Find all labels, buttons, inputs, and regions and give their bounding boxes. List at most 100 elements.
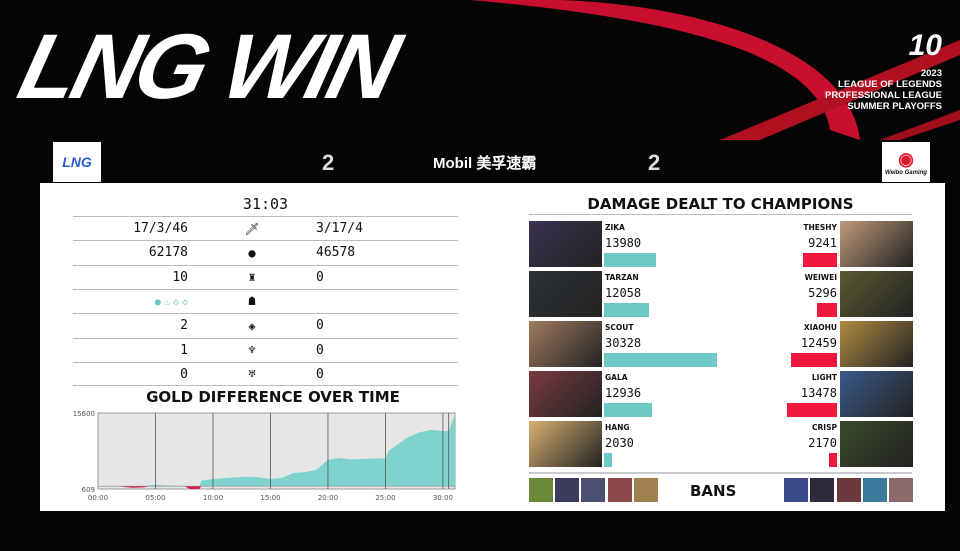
- left-stat-value: 1: [180, 342, 188, 358]
- right-stat-value: 0: [316, 342, 324, 358]
- damage-value: 12459: [800, 336, 837, 350]
- left-stat-value: 10: [172, 269, 188, 285]
- damage-bar: [790, 353, 837, 367]
- gold-difference-chart: 00:00 05:00 10:00 15:00 20:00 25:00 30:00 15600…: [73, 410, 456, 502]
- gold-lead-area-negative: [98, 486, 455, 489]
- y-tick-label: 609: [82, 486, 95, 494]
- damage-bar: [604, 253, 657, 267]
- tower-icon: ♜: [248, 270, 256, 285]
- champion-portrait: [529, 371, 602, 417]
- x-tick-label: 30:00: [433, 494, 453, 502]
- damage-bar: [604, 403, 653, 417]
- damage-value: 2030: [605, 436, 634, 450]
- left-stat-value: 0: [180, 366, 188, 382]
- right-stat-value: 0: [316, 318, 324, 334]
- stat-row: 62178 ● 46578: [73, 240, 458, 264]
- damage-value: 13478: [800, 386, 837, 400]
- herald-icon: ♅: [248, 367, 256, 382]
- champion-portrait: [840, 271, 913, 317]
- lng-team-logo: LNG: [53, 142, 101, 182]
- player-name: CRISP: [812, 423, 837, 432]
- event-line: SUMMER PLAYOFFS: [847, 101, 942, 112]
- damage-value: 5296: [808, 286, 837, 300]
- banned-champion-icon: [837, 478, 861, 502]
- champion-portrait: [529, 321, 602, 367]
- event-line: PROFESSIONAL LEAGUE: [824, 90, 942, 101]
- ocean-drake-icon: ●: [154, 296, 161, 308]
- player-damage: TARZAN 12058: [605, 273, 641, 300]
- champion-portrait: [529, 271, 602, 317]
- event-line: LEAGUE OF LEGENDS: [838, 79, 942, 90]
- champion-portrait: [840, 371, 913, 417]
- damage-bar: [786, 403, 837, 417]
- player-name: GALA: [605, 373, 628, 382]
- lpl-logo: 10: [908, 29, 942, 62]
- stat-row: 17/3/46 🗡 3/17/4: [73, 216, 458, 240]
- right-team-score: 2: [648, 150, 661, 175]
- event-branding: 10 2023 LEAGUE OF LEGENDS PROFESSIONAL L…: [824, 29, 942, 113]
- damage-value: 12936: [605, 386, 642, 400]
- damage-bar: [604, 353, 717, 367]
- champion-portrait: [840, 321, 913, 367]
- x-tick-label: 00:00: [88, 494, 108, 502]
- right-stat-value: 0: [316, 366, 324, 382]
- banned-champion-icon: [608, 478, 632, 502]
- event-year: 2023: [920, 68, 942, 79]
- dragon-icon: ☗: [248, 294, 256, 309]
- player-name: ZIKA: [605, 223, 625, 232]
- player-damage: WEIWEI 5296: [805, 273, 837, 300]
- player-damage: SCOUT 30328: [605, 323, 641, 350]
- banned-champion-icon: [810, 478, 834, 502]
- banned-champion-icon: [889, 478, 913, 502]
- x-tick-label: 25:00: [375, 494, 395, 502]
- baron-icon: ♆: [248, 343, 256, 357]
- champion-portrait: [529, 421, 602, 467]
- damage-bar: [828, 453, 837, 467]
- gold-icon: ●: [248, 245, 256, 260]
- player-name: TARZAN: [605, 273, 639, 282]
- divider: [529, 214, 912, 215]
- x-tick-label: 10:00: [203, 494, 223, 502]
- player-name: HANG: [605, 423, 630, 432]
- banned-champion-icon: [863, 478, 887, 502]
- stat-row: 1 ♆ 0: [73, 337, 458, 362]
- dragons-taken: ● ♨ ◇ ◇: [73, 294, 188, 309]
- gold-chart-title: GOLD DIFFERENCE OVER TIME: [146, 388, 400, 406]
- right-stat-value: 46578: [316, 245, 356, 261]
- player-damage: THESHY 9241: [803, 223, 837, 250]
- player-damage: XIAOHU 12459: [801, 323, 837, 350]
- stat-row: 10 ♜ 0: [73, 264, 458, 289]
- damage-bar: [817, 303, 837, 317]
- player-name: SCOUT: [605, 323, 634, 332]
- hextech-drake-icon: ◇: [181, 296, 188, 308]
- right-stat-value: 0: [316, 269, 324, 285]
- player-damage: GALA 12936: [605, 373, 641, 400]
- player-name: LIGHT: [811, 373, 837, 382]
- damage-value: 12058: [605, 286, 642, 300]
- player-damage: CRISP 2170: [808, 423, 837, 450]
- divider: [529, 472, 912, 474]
- player-name: XIAOHU: [803, 323, 837, 332]
- left-team-score: 2: [322, 150, 335, 175]
- y-tick-label: 15600: [73, 410, 95, 418]
- weibo-team-logo: ◉ Weibo Gaming: [882, 142, 930, 182]
- infernal-drake-icon: ♨: [163, 296, 170, 308]
- stat-row: ● ♨ ◇ ◇ ☗: [73, 288, 458, 313]
- left-stat-value: 62178: [148, 245, 188, 261]
- gold-lead-area-positive: [98, 413, 455, 487]
- damage-value: 13980: [605, 236, 642, 250]
- banned-champion-icon: [784, 478, 808, 502]
- champion-portrait: [840, 221, 913, 267]
- player-damage: LIGHT 13478: [801, 373, 837, 400]
- player-damage: HANG 2030: [605, 423, 634, 450]
- banned-champion-icon: [555, 478, 579, 502]
- sword-icon: 🗡: [244, 221, 260, 236]
- damage-bar: [604, 303, 649, 317]
- player-name: WEIWEI: [804, 273, 837, 282]
- banned-champion-icon: [529, 478, 553, 502]
- banned-champion-icon: [581, 478, 605, 502]
- x-tick-label: 05:00: [145, 494, 165, 502]
- damage-value: 30328: [605, 336, 642, 350]
- champion-portrait: [840, 421, 913, 467]
